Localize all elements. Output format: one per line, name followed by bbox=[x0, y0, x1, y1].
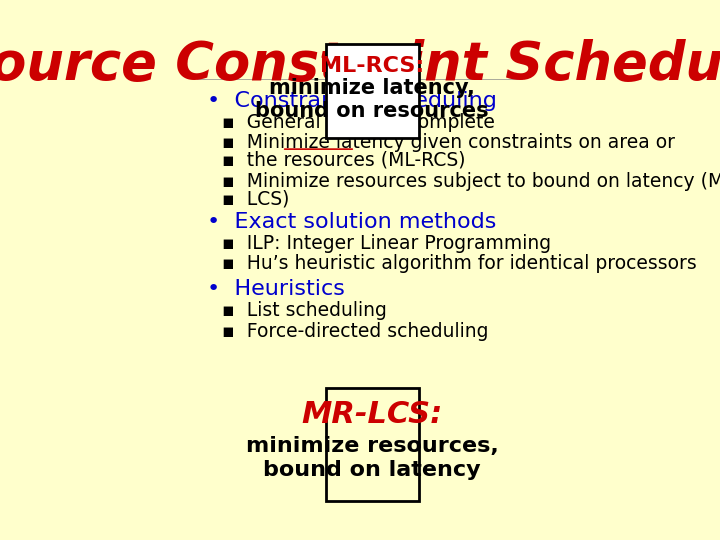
Text: ▪  Hu’s heuristic algorithm for identical processors: ▪ Hu’s heuristic algorithm for identical… bbox=[222, 253, 696, 273]
FancyBboxPatch shape bbox=[325, 388, 418, 501]
Text: ▪  Minimize resources subject to bound on latency (MR-: ▪ Minimize resources subject to bound on… bbox=[222, 172, 720, 191]
Text: minimize latency,
bound on resources: minimize latency, bound on resources bbox=[256, 78, 489, 121]
Text: ML-RCS:: ML-RCS: bbox=[320, 56, 424, 76]
Text: ▪  LCS): ▪ LCS) bbox=[222, 189, 289, 208]
Text: ▪  Minimize latency given constraints on area or: ▪ Minimize latency given constraints on … bbox=[222, 133, 675, 152]
Text: Resource Constraint Scheduling: Resource Constraint Scheduling bbox=[0, 39, 720, 91]
Text: •  Exact solution methods: • Exact solution methods bbox=[207, 212, 496, 232]
Text: ▪  Force-directed scheduling: ▪ Force-directed scheduling bbox=[222, 322, 488, 341]
Text: ▪  General case NP-complete: ▪ General case NP-complete bbox=[222, 113, 495, 132]
Text: MR-LCS:: MR-LCS: bbox=[302, 400, 443, 429]
Text: ▪  List scheduling: ▪ List scheduling bbox=[222, 301, 387, 320]
Text: ▪  the resources (ML-RCS): ▪ the resources (ML-RCS) bbox=[222, 150, 465, 170]
FancyBboxPatch shape bbox=[325, 44, 418, 138]
Text: minimize resources,
bound on latency: minimize resources, bound on latency bbox=[246, 436, 498, 480]
Text: •  Heuristics: • Heuristics bbox=[207, 279, 345, 299]
Text: •  Constrained scheduling: • Constrained scheduling bbox=[207, 91, 497, 111]
Text: ▪  ILP: Integer Linear Programming: ▪ ILP: Integer Linear Programming bbox=[222, 234, 551, 253]
